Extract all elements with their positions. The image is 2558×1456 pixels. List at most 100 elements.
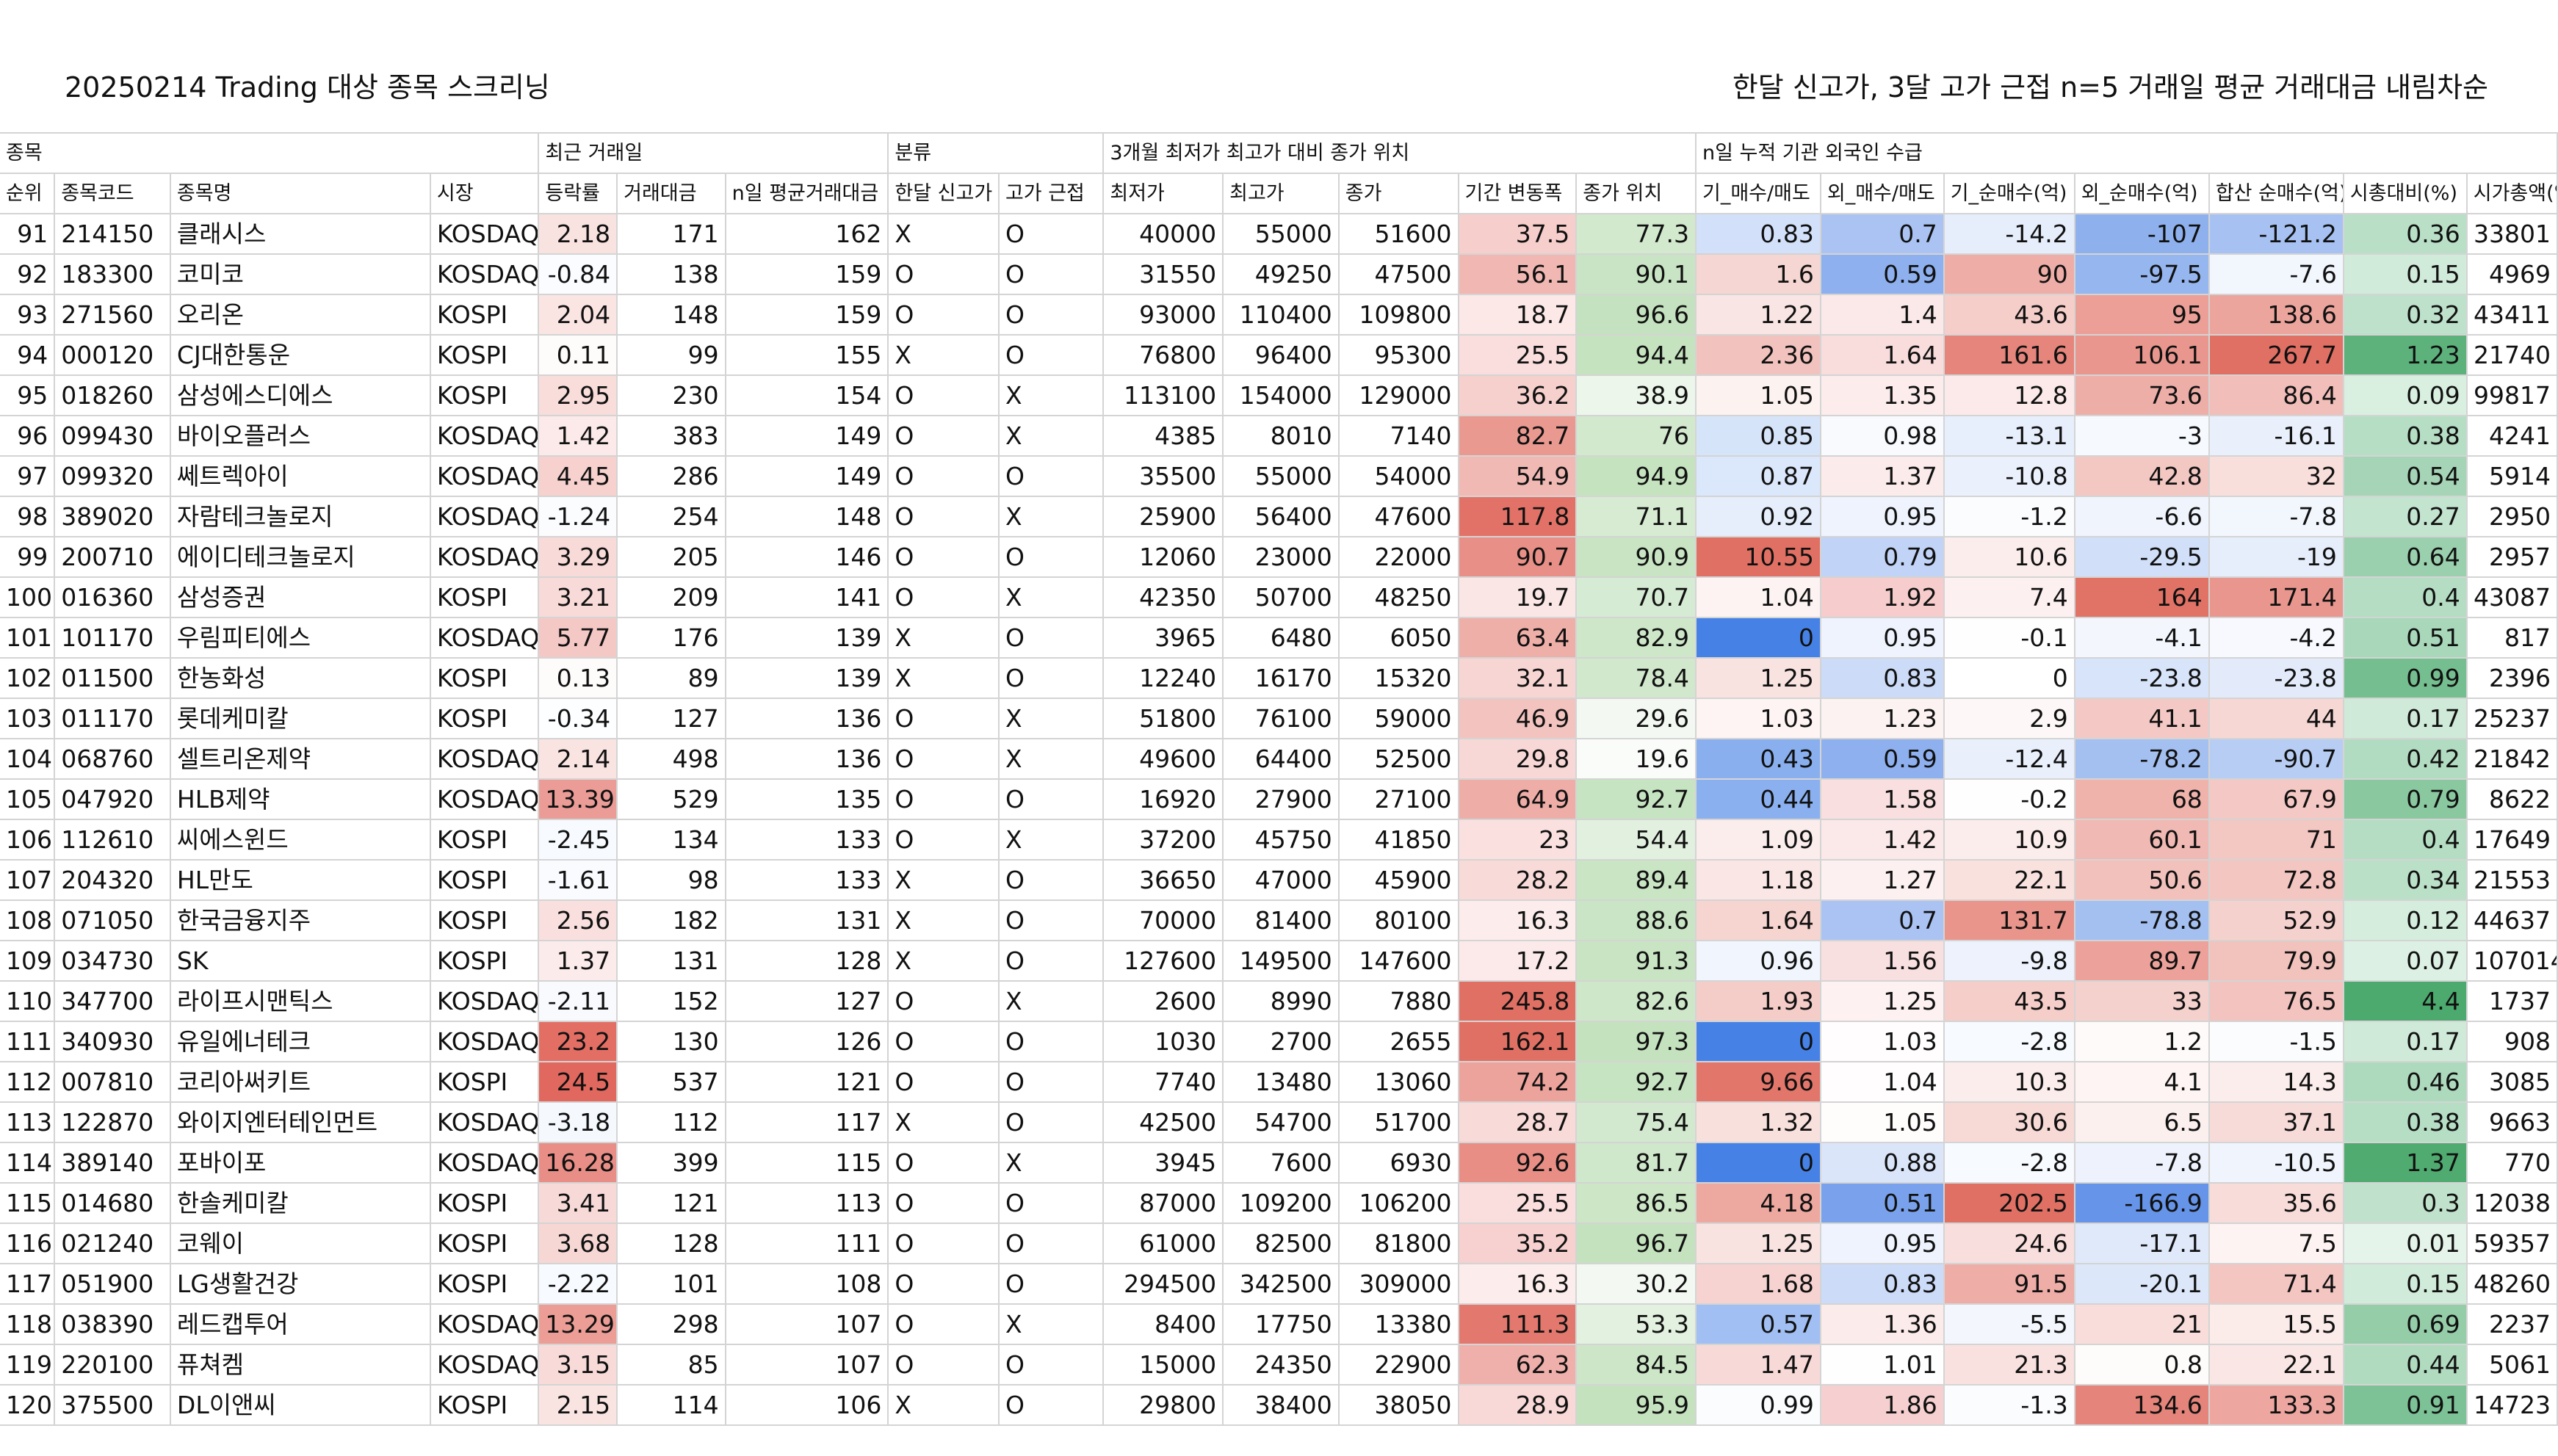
cell-close-position: 19.6 — [1576, 739, 1697, 780]
cell-month-high: O — [888, 779, 1000, 820]
cell-close: 7880 — [1338, 981, 1459, 1022]
col-header-market-cap: 시가총액(억) — [2466, 173, 2558, 214]
cell-foreign-net: -107 — [2074, 214, 2210, 255]
cell-month-high: O — [888, 1142, 1000, 1184]
cell-rank: 118 — [0, 1304, 56, 1345]
cell-close-position: 71.1 — [1576, 496, 1697, 537]
cell-near-high: O — [998, 860, 1105, 901]
group-position: 3개월 최저가 최고가 대비 종가 위치 — [1102, 132, 1696, 174]
cell-close: 47600 — [1338, 496, 1459, 537]
col-header-foreign-ratio: 외_매수/매도 — [1820, 173, 1945, 214]
cell-code: 047920 — [54, 779, 171, 820]
report-title: 20250214 Trading 대상 종목 스크리닝 — [65, 71, 550, 104]
cell-change-rate: 3.15 — [538, 1344, 618, 1386]
cell-near-high: O — [998, 537, 1105, 578]
cell-foreign-ratio: 1.05 — [1820, 1102, 1945, 1143]
cell-market: KOSDAQ — [430, 739, 540, 780]
group-flow: n일 누적 기관 외국인 수급 — [1694, 132, 2558, 174]
cell-close-position: 94.9 — [1576, 456, 1697, 497]
cell-high: 6480 — [1223, 617, 1340, 659]
cell-close-position: 70.7 — [1576, 577, 1697, 618]
cell-high: 47000 — [1223, 860, 1340, 901]
cell-avg-trade-value: 136 — [725, 698, 889, 739]
cell-market: KOSDAQ — [430, 496, 540, 537]
cell-foreign-ratio: 1.56 — [1820, 941, 1945, 982]
cell-month-high: X — [888, 900, 1000, 941]
cell-close: 6930 — [1338, 1142, 1459, 1184]
cell-inst-net: -9.8 — [1943, 941, 2075, 982]
cell-close-position: 29.6 — [1576, 698, 1697, 739]
cell-rank: 96 — [0, 416, 56, 457]
table-row: 99 200710 에이디테크놀로지 KOSDAQ 3.29 205 146 O O 12060 2… — [0, 537, 2558, 578]
cell-market: KOSDAQ — [430, 1304, 540, 1345]
cell-mcap-ratio: 0.17 — [2343, 1021, 2468, 1062]
cell-month-high: O — [888, 577, 1000, 618]
cell-mcap-ratio: 0.09 — [2343, 375, 2468, 416]
cell-avg-trade-value: 107 — [725, 1304, 889, 1345]
cell-close-position: 75.4 — [1576, 1102, 1697, 1143]
cell-inst-ratio: 9.66 — [1695, 1062, 1821, 1103]
cell-mcap-ratio: 0.38 — [2343, 416, 2468, 457]
cell-name: 셀트리온제약 — [170, 739, 431, 780]
cell-total-net: 79.9 — [2208, 941, 2344, 982]
cell-inst-net: 24.6 — [1943, 1223, 2075, 1264]
cell-avg-trade-value: 139 — [725, 658, 889, 699]
cell-month-high: X — [888, 1385, 1000, 1426]
cell-month-high: X — [888, 335, 1000, 376]
cell-name: 한국금융지주 — [170, 900, 431, 941]
cell-market-cap: 770 — [2466, 1142, 2558, 1184]
cell-inst-ratio: 1.6 — [1695, 254, 1821, 295]
cell-close: 51600 — [1338, 214, 1459, 255]
cell-change-rate: 1.37 — [538, 941, 618, 982]
cell-market-cap: 14723 — [2466, 1385, 2558, 1426]
cell-close: 51700 — [1338, 1102, 1459, 1143]
cell-code: 375500 — [54, 1385, 171, 1426]
cell-close-position: 81.7 — [1576, 1142, 1697, 1184]
cell-inst-net: -0.1 — [1943, 617, 2075, 659]
cell-close-position: 92.7 — [1576, 1062, 1697, 1103]
cell-month-high: O — [888, 1021, 1000, 1062]
cell-market-cap: 4241 — [2466, 416, 2558, 457]
cell-market-cap: 8622 — [2466, 779, 2558, 820]
cell-low: 70000 — [1103, 900, 1224, 941]
cell-near-high: X — [998, 698, 1105, 739]
cell-market-cap: 21553 — [2466, 860, 2558, 901]
cell-avg-trade-value: 127 — [725, 981, 889, 1022]
cell-range: 245.8 — [1458, 981, 1578, 1022]
cell-name: 레드캡투어 — [170, 1304, 431, 1345]
cell-trade-value: 121 — [617, 1183, 726, 1224]
cell-name: 와이지엔터테인먼트 — [170, 1102, 431, 1143]
cell-market-cap: 5061 — [2466, 1344, 2558, 1386]
cell-range: 37.5 — [1458, 214, 1578, 255]
cell-mcap-ratio: 1.23 — [2343, 335, 2468, 376]
cell-mcap-ratio: 0.79 — [2343, 779, 2468, 820]
cell-foreign-ratio: 1.25 — [1820, 981, 1945, 1022]
cell-rank: 114 — [0, 1142, 56, 1184]
cell-mcap-ratio: 0.12 — [2343, 900, 2468, 941]
col-header-name: 종목명 — [170, 173, 431, 214]
cell-total-net: 32 — [2208, 456, 2344, 497]
cell-avg-trade-value: 155 — [725, 335, 889, 376]
cell-market-cap: 25237 — [2466, 698, 2558, 739]
cell-close: 80100 — [1338, 900, 1459, 941]
cell-name: 한솔케미칼 — [170, 1183, 431, 1224]
cell-code: 389140 — [54, 1142, 171, 1184]
cell-close: 109800 — [1338, 294, 1459, 336]
cell-foreign-net: 4.1 — [2074, 1062, 2210, 1103]
group-classify: 분류 — [887, 132, 1104, 174]
cell-low: 12240 — [1103, 658, 1224, 699]
cell-range: 16.3 — [1458, 900, 1578, 941]
col-header-code: 종목코드 — [54, 173, 171, 214]
cell-change-rate: -3.18 — [538, 1102, 618, 1143]
cell-trade-value: 298 — [617, 1304, 726, 1345]
cell-total-net: -23.8 — [2208, 658, 2344, 699]
cell-close: 13060 — [1338, 1062, 1459, 1103]
cell-near-high: X — [998, 819, 1105, 861]
cell-range: 32.1 — [1458, 658, 1578, 699]
cell-low: 35500 — [1103, 456, 1224, 497]
cell-close: 45900 — [1338, 860, 1459, 901]
col-header-inst-ratio: 기_매수/매도 — [1695, 173, 1821, 214]
cell-trade-value: 89 — [617, 658, 726, 699]
cell-market-cap: 908 — [2466, 1021, 2558, 1062]
cell-foreign-ratio: 0.59 — [1820, 739, 1945, 780]
